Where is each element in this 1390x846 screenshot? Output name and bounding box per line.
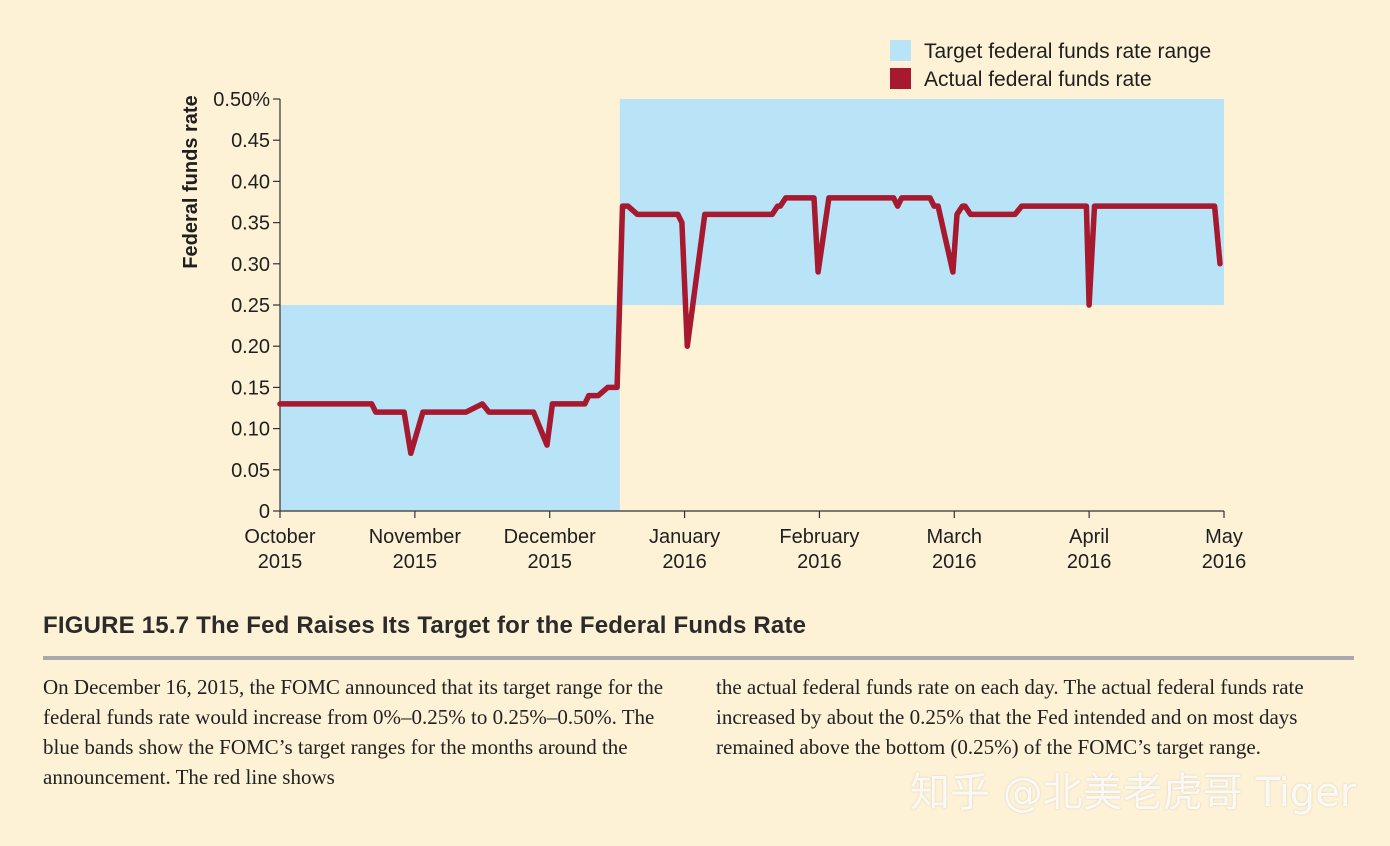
y-tick-label: 0.45	[231, 130, 270, 152]
watermark-text: 知乎 @北美老虎哥 Tiger	[910, 770, 1357, 816]
x-tick-label-year: 2016	[1202, 551, 1247, 573]
legend-swatch-band	[890, 40, 911, 61]
x-tick-label-year: 2016	[1067, 551, 1112, 573]
actual-rate-line	[277, 195, 1223, 457]
legend-label-line: Actual federal funds rate	[924, 68, 1152, 91]
y-tick-label: 0.10	[231, 419, 270, 441]
target-range-bands	[280, 99, 1224, 511]
x-tick-label-month: April	[1069, 526, 1109, 548]
y-tick-label: 0.40	[231, 171, 270, 193]
target-range-band-2	[619, 99, 1224, 305]
x-tick-label-month: November	[369, 526, 462, 548]
chart-axes: 0 0.05 0.10 0.15 0.20 0.25 0.30 0.35 0.40 0.45 0.5…	[213, 89, 1246, 573]
y-tick-label: 0.30	[231, 254, 270, 276]
y-tick-label: 0.20	[231, 336, 270, 358]
x-tick-label-year: 2016	[662, 551, 707, 573]
y-tick-label: 0.25	[231, 295, 270, 317]
x-tick-label-year: 2016	[797, 551, 842, 573]
y-axis-label-group: Federal funds rate	[180, 95, 202, 268]
caption-column-left: On December 16, 2015, the FOMC announced…	[43, 675, 664, 789]
federal-funds-chart: 0 0.05 0.10 0.15 0.20 0.25 0.30 0.35 0.40 0.45 0.5…	[180, 40, 1246, 573]
x-tick-label-month: February	[779, 526, 859, 548]
y-tick-label: 0.50%	[213, 89, 270, 111]
x-tick-label-month: December	[504, 526, 597, 548]
actual-rate-line-layer	[277, 195, 1223, 457]
caption-column-right: the actual federal funds rate on each da…	[716, 675, 1304, 759]
y-tick-label: 0.35	[231, 213, 270, 235]
x-tick-label-year: 2015	[527, 551, 572, 573]
target-range-band-1	[280, 305, 620, 511]
x-tick-label-month: January	[649, 526, 720, 548]
x-tick-label-month: March	[926, 526, 982, 548]
y-axis-label: Federal funds rate	[180, 95, 202, 268]
x-tick-label-year: 2016	[932, 551, 977, 573]
y-tick-label: 0	[259, 501, 270, 523]
x-tick-label-year: 2015	[258, 551, 303, 573]
y-tick-label: 0.05	[231, 460, 270, 482]
x-tick-label-month: May	[1205, 526, 1243, 548]
x-tick-label-year: 2015	[393, 551, 438, 573]
y-tick-label: 0.15	[231, 377, 270, 399]
title-divider	[43, 656, 1354, 660]
figure-title: FIGURE 15.7 The Fed Raises Its Target fo…	[43, 612, 807, 639]
x-tick-label-month: October	[244, 526, 315, 548]
legend-swatch-line	[890, 68, 911, 89]
legend-label-band: Target federal funds rate range	[924, 40, 1211, 63]
chart-legend: Target federal funds rate range Actual fe…	[890, 40, 1211, 91]
